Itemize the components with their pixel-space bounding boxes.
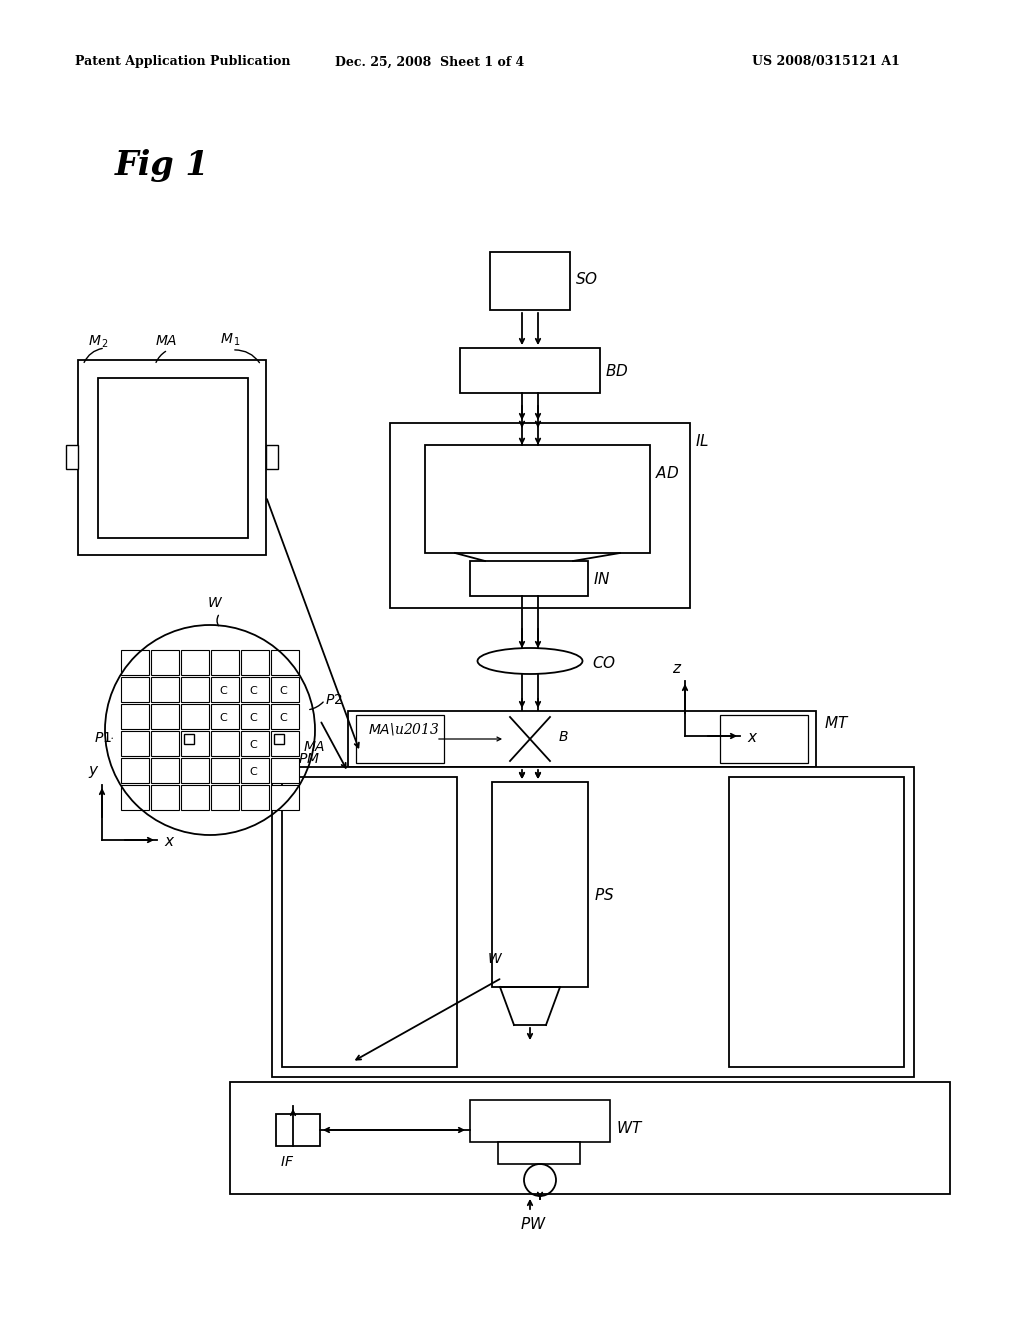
Bar bbox=[121, 731, 150, 756]
Bar bbox=[470, 561, 588, 597]
Bar bbox=[266, 445, 278, 469]
Bar bbox=[181, 785, 209, 810]
Text: $x$: $x$ bbox=[164, 836, 175, 849]
Bar bbox=[121, 704, 150, 729]
Text: $\mathit{PS}$: $\mathit{PS}$ bbox=[594, 887, 614, 903]
Text: $SO$: $SO$ bbox=[575, 271, 598, 286]
Bar bbox=[211, 758, 239, 783]
Bar bbox=[470, 1100, 610, 1142]
Bar bbox=[121, 758, 150, 783]
Text: $\mathit{AD}$: $\mathit{AD}$ bbox=[655, 465, 679, 480]
Bar bbox=[720, 715, 808, 763]
Bar bbox=[211, 677, 239, 702]
Bar bbox=[151, 758, 179, 783]
Text: $\mathit{PW}$: $\mathit{PW}$ bbox=[520, 1216, 547, 1232]
Bar bbox=[151, 704, 179, 729]
Bar bbox=[151, 677, 179, 702]
Text: C: C bbox=[249, 767, 257, 776]
Bar bbox=[274, 734, 284, 744]
Text: C: C bbox=[219, 686, 227, 696]
Text: $\mathit{MA}$\u2013: $\mathit{MA}$\u2013 bbox=[368, 721, 439, 737]
Bar bbox=[390, 422, 690, 609]
Text: $\mathit{W}$: $\mathit{W}$ bbox=[207, 597, 223, 610]
Bar bbox=[211, 704, 239, 729]
Text: Patent Application Publication: Patent Application Publication bbox=[75, 55, 291, 69]
Text: $\mathit{MA}$: $\mathit{MA}$ bbox=[155, 334, 177, 348]
Bar bbox=[729, 777, 904, 1067]
Bar bbox=[241, 704, 269, 729]
Bar bbox=[271, 704, 299, 729]
Text: Fig 1: Fig 1 bbox=[115, 149, 210, 181]
Bar bbox=[181, 649, 209, 675]
Bar bbox=[241, 785, 269, 810]
Text: C: C bbox=[249, 739, 257, 750]
Bar bbox=[78, 360, 266, 554]
Bar bbox=[490, 252, 570, 310]
Bar bbox=[151, 785, 179, 810]
Bar bbox=[66, 445, 78, 469]
Bar bbox=[230, 1082, 950, 1195]
Text: C: C bbox=[219, 713, 227, 723]
Bar bbox=[241, 758, 269, 783]
Text: $M_{\,2}$: $M_{\,2}$ bbox=[88, 334, 109, 350]
Text: $M_{\,1}$: $M_{\,1}$ bbox=[220, 331, 241, 348]
Text: Dec. 25, 2008  Sheet 1 of 4: Dec. 25, 2008 Sheet 1 of 4 bbox=[336, 55, 524, 69]
Bar bbox=[348, 711, 816, 767]
Text: US 2008/0315121 A1: US 2008/0315121 A1 bbox=[752, 55, 900, 69]
Text: $\mathit{MA}$: $\mathit{MA}$ bbox=[303, 741, 326, 754]
Bar bbox=[181, 758, 209, 783]
Bar bbox=[460, 348, 600, 393]
Text: $P1$: $P1$ bbox=[94, 731, 112, 744]
Text: $\mathit{B}$: $\mathit{B}$ bbox=[558, 730, 568, 744]
Text: C: C bbox=[249, 713, 257, 723]
Text: $y$: $y$ bbox=[88, 764, 99, 780]
Bar bbox=[241, 649, 269, 675]
Bar bbox=[241, 677, 269, 702]
Bar bbox=[151, 731, 179, 756]
Text: C: C bbox=[280, 686, 287, 696]
Bar bbox=[181, 677, 209, 702]
Bar bbox=[282, 777, 457, 1067]
Bar bbox=[151, 649, 179, 675]
Bar bbox=[272, 767, 914, 1077]
Bar bbox=[121, 785, 150, 810]
Bar bbox=[276, 1114, 319, 1146]
Bar bbox=[181, 731, 209, 756]
Text: $\mathit{BD}$: $\mathit{BD}$ bbox=[605, 363, 629, 379]
Bar bbox=[211, 649, 239, 675]
Text: $\mathit{CO}$: $\mathit{CO}$ bbox=[592, 655, 616, 671]
Bar bbox=[492, 781, 588, 987]
Bar bbox=[498, 1142, 580, 1164]
Text: $x$: $x$ bbox=[746, 731, 759, 744]
Text: $z$: $z$ bbox=[672, 663, 682, 676]
Text: $P2$: $P2$ bbox=[325, 693, 343, 708]
Bar bbox=[211, 785, 239, 810]
Bar bbox=[121, 649, 150, 675]
Bar bbox=[271, 731, 299, 756]
Bar bbox=[271, 677, 299, 702]
Bar bbox=[425, 445, 650, 553]
Bar bbox=[184, 734, 194, 744]
Bar bbox=[271, 649, 299, 675]
Bar bbox=[271, 758, 299, 783]
Text: $\mathit{IN}$: $\mathit{IN}$ bbox=[593, 570, 610, 586]
Text: $\mathit{W}$: $\mathit{W}$ bbox=[487, 952, 503, 966]
Bar bbox=[241, 731, 269, 756]
Bar bbox=[121, 677, 150, 702]
Text: $\mathit{PM}$: $\mathit{PM}$ bbox=[298, 752, 319, 766]
Text: $\mathit{MT}$: $\mathit{MT}$ bbox=[824, 715, 850, 731]
Bar bbox=[98, 378, 248, 539]
Text: C: C bbox=[280, 713, 287, 723]
Bar bbox=[211, 731, 239, 756]
Text: C: C bbox=[249, 686, 257, 696]
Bar bbox=[356, 715, 444, 763]
Bar bbox=[181, 704, 209, 729]
Text: $\mathit{IL}$: $\mathit{IL}$ bbox=[695, 433, 709, 449]
Text: $\mathit{IF}$: $\mathit{IF}$ bbox=[280, 1155, 294, 1170]
Bar bbox=[271, 785, 299, 810]
Ellipse shape bbox=[477, 648, 583, 675]
Text: $\mathit{WT}$: $\mathit{WT}$ bbox=[616, 1119, 643, 1137]
